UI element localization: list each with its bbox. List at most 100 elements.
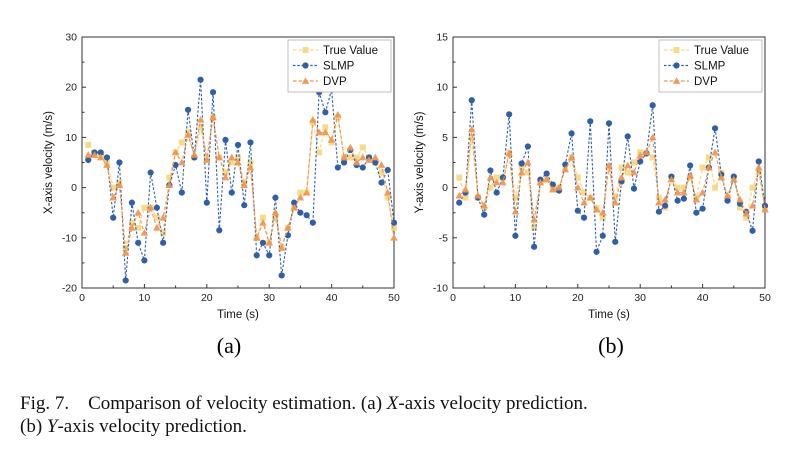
chart-a-legend-label-true-value: True Value	[323, 45, 378, 57]
chart-a-dvp-point	[153, 223, 161, 231]
chart-a-slmp-point	[135, 239, 142, 246]
chart-b-slmp-point	[524, 143, 531, 150]
chart-a-slmp-point	[266, 252, 273, 259]
chart-a-slmp-point	[309, 219, 316, 226]
chart-a-dvp-point	[128, 223, 136, 231]
chart-a-true-value-point	[316, 149, 323, 156]
chart-a-slmp-point	[384, 166, 391, 174]
chart-a-legend-marker-true-value	[302, 47, 309, 53]
chart-b-dvp-point	[549, 185, 557, 193]
chart-a-dvp-point	[321, 128, 330, 136]
chart-b-dvp-point	[592, 205, 601, 213]
chart-a-dvp-point	[196, 116, 205, 123]
chart-b-slmp-point	[493, 189, 500, 196]
chart-a-true-value-point	[272, 214, 279, 221]
chart-b-true-value-point	[712, 184, 719, 191]
chart-b-dvp-point	[761, 205, 769, 213]
chart-b-dvp-point	[474, 191, 482, 199]
chart-a-dvp-point	[265, 239, 273, 246]
chart-a-dvp-point	[190, 151, 199, 158]
chart-b-series-slmp-line	[458, 100, 766, 253]
chart-a-slmp-point	[253, 252, 260, 259]
chart-a-true-value-point	[178, 139, 185, 146]
chart-b-dvp-point	[736, 195, 744, 203]
chart-a-slmp-point	[203, 199, 210, 206]
chart-a-slmp-point	[272, 194, 279, 201]
chart-b-dvp-point	[748, 201, 757, 209]
chart-b-true-value-point	[531, 224, 538, 231]
chart-a-slmp-point	[184, 106, 192, 113]
chart-b-dvp-point	[630, 168, 638, 176]
chart-a-true-value-point	[160, 229, 167, 236]
chart-b-dvp-point	[648, 133, 657, 141]
chart-b-slmp-point	[468, 97, 475, 104]
chart-b-dvp-point	[536, 178, 545, 186]
chart-a-true-value-point	[247, 159, 254, 166]
chart-a-dvp-point	[121, 249, 130, 256]
chart-a-xtick-label: 50	[388, 292, 400, 304]
chart-b-true-value-point	[518, 164, 525, 171]
chart-b-dvp-point	[524, 158, 532, 166]
chart-b-legend-label-dvp: DVP	[694, 76, 718, 88]
chart-a-dvp-point	[240, 181, 249, 188]
chart-b-ytick-label: 0	[442, 182, 448, 194]
chart-b-slmp-point	[699, 205, 706, 212]
chart-b-true-value-point	[705, 154, 712, 161]
chart-a-dvp-point	[371, 153, 380, 161]
chart-b-dvp-point	[723, 191, 732, 199]
chart-a-slmp-point	[97, 149, 104, 156]
caption-line1-axis: X	[386, 393, 399, 414]
chart-b-slmp-point	[755, 158, 762, 165]
chart-b-dvp-point	[636, 151, 644, 159]
chart-a-dvp-point	[296, 193, 305, 201]
chart-a-true-value-point	[166, 174, 173, 181]
chart-a-dvp-point	[302, 188, 311, 196]
chart-b-dvp-point	[486, 173, 495, 181]
chart-a-slmp-point	[160, 239, 167, 246]
chart-a-true-value-point	[259, 214, 266, 221]
chart-a-xtick-label: 20	[201, 292, 213, 304]
chart-a-ytick-label: 20	[65, 82, 77, 94]
chart-a-ytick-label: 10	[65, 132, 77, 144]
chart-b-true-value-point	[755, 169, 762, 176]
chart-b-xlabel: Time (s)	[588, 309, 630, 321]
chart-a-ytick-label: 30	[65, 32, 77, 44]
chart-a-dvp-point	[140, 228, 149, 236]
chart-a-slmp-point	[247, 139, 254, 146]
chart-b-dvp-point	[655, 198, 663, 206]
chart-b-dvp-point	[680, 188, 688, 196]
chart-a-dvp-point	[96, 153, 105, 161]
chart-b-legend-label-slmp: SLMP	[694, 61, 726, 73]
chart-a-slmp-point	[141, 257, 148, 264]
chart-b-dvp-point	[698, 188, 707, 196]
chart-a-true-value-point	[153, 214, 160, 221]
chart-b-slmp-point	[481, 211, 488, 218]
chart-b-dvp-point	[511, 207, 520, 215]
chart-a-dvp-point	[184, 131, 192, 138]
chart-b-dvp-point	[705, 163, 713, 171]
chart-b-slmp-point	[612, 238, 619, 245]
chart-a-dvp-point	[259, 218, 267, 226]
chart-b-dvp-point	[530, 215, 538, 223]
caption-line1-text: Comparison of velocity estimation. (a)	[88, 393, 387, 414]
chart-b-dvp-point	[692, 195, 701, 203]
chart-b-slmp-point	[749, 227, 756, 234]
chart-b-slmp-point	[724, 197, 731, 204]
chart-b-dvp-point	[717, 173, 726, 181]
chart-b-dvp-point	[467, 125, 476, 133]
chart-a-ytick-label: 0	[71, 182, 77, 194]
chart-a-slmp-point	[297, 209, 304, 216]
chart-b-dvp-point	[455, 191, 464, 199]
chart-b-slmp-point	[580, 214, 588, 221]
chart-a-dvp-point	[352, 158, 361, 166]
chart-b-true-value-point	[649, 154, 656, 161]
chart-b-slmp-point	[693, 209, 700, 216]
chart-a-dvp-point	[327, 136, 336, 143]
chart-b: -10 -5 0 5 10 15 0 10 20 30 40 50 Time (s) Y-axis vel…	[414, 32, 771, 322]
chart-b-xtick-label: 40	[697, 292, 709, 304]
chart-b-slmp-point	[456, 199, 463, 206]
caption-line2-tail: -axis velocity prediction.	[57, 416, 247, 437]
chart-b-slmp-point	[518, 160, 525, 167]
chart-a-dvp-point	[146, 203, 155, 211]
